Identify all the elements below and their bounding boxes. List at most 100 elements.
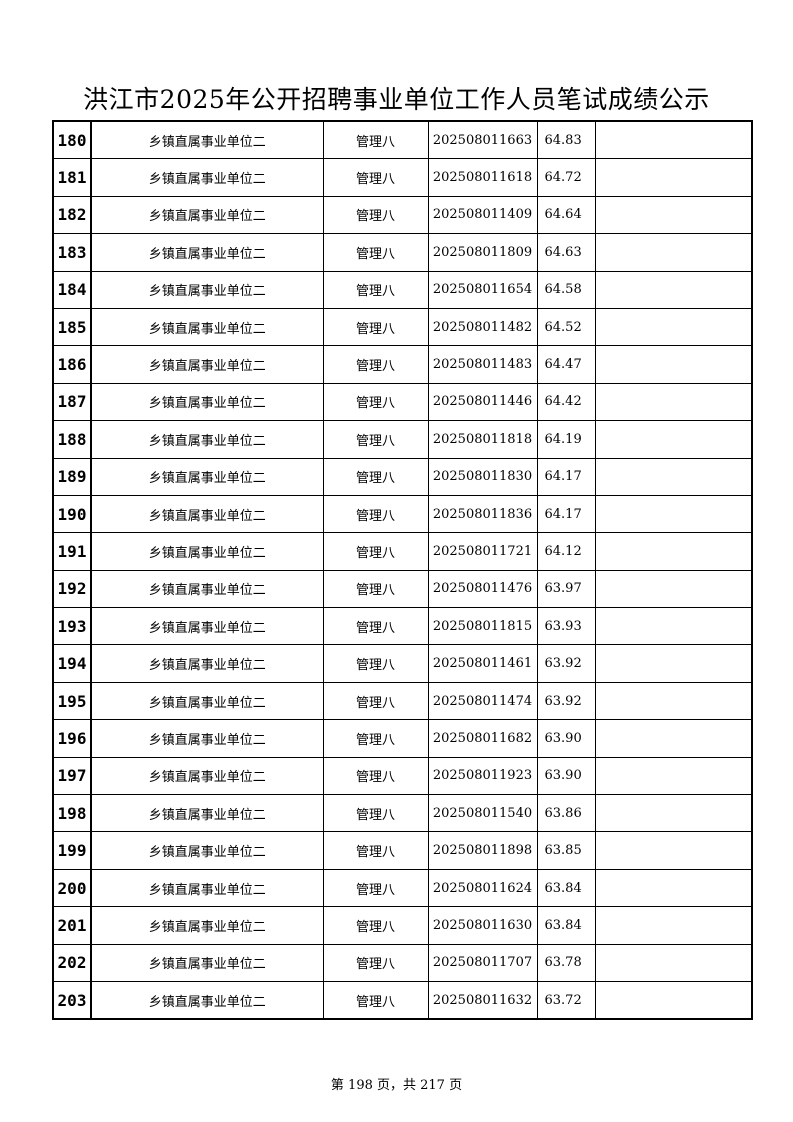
ticket-number: 202508011721 [427, 532, 538, 571]
remark [594, 233, 753, 272]
table-row: 197 乡镇直属事业单位二 管理八 202508011923 63.90 [52, 756, 753, 796]
row-number: 195 [52, 681, 92, 721]
position-name: 管理八 [322, 906, 429, 945]
written-score: 64.72 [536, 158, 596, 197]
unit-name: 乡镇直属事业单位二 [90, 532, 324, 571]
position-name: 管理八 [322, 382, 429, 422]
table-row: 182 乡镇直属事业单位二 管理八 202508011409 64.64 [52, 195, 753, 235]
position-name: 管理八 [322, 868, 429, 908]
written-score: 63.78 [536, 943, 596, 982]
written-score: 64.19 [536, 420, 596, 459]
written-score: 64.17 [536, 494, 596, 534]
unit-name: 乡镇直属事业单位二 [90, 569, 324, 609]
unit-name: 乡镇直属事业单位二 [90, 943, 324, 982]
position-name: 管理八 [322, 831, 429, 870]
unit-name: 乡镇直属事业单位二 [90, 831, 324, 870]
written-score: 64.12 [536, 532, 596, 571]
ticket-number: 202508011818 [427, 420, 538, 459]
table-row: 186 乡镇直属事业单位二 管理八 202508011483 64.47 [52, 345, 753, 384]
unit-name: 乡镇直属事业单位二 [90, 345, 324, 384]
unit-name: 乡镇直属事业单位二 [90, 494, 324, 534]
position-name: 管理八 [322, 270, 429, 309]
written-score: 63.86 [536, 794, 596, 833]
unit-name: 乡镇直属事业单位二 [90, 868, 324, 908]
remark [594, 345, 753, 384]
row-number: 190 [52, 494, 92, 534]
table-row: 188 乡镇直属事业单位二 管理八 202508011818 64.19 [52, 420, 753, 459]
position-name: 管理八 [322, 120, 429, 160]
ticket-number: 202508011409 [427, 195, 538, 235]
ticket-number: 202508011624 [427, 868, 538, 908]
table-row: 190 乡镇直属事业单位二 管理八 202508011836 64.17 [52, 494, 753, 534]
unit-name: 乡镇直属事业单位二 [90, 120, 324, 160]
row-number: 180 [52, 120, 92, 160]
position-name: 管理八 [322, 195, 429, 235]
table-row: 196 乡镇直属事业单位二 管理八 202508011682 63.90 [52, 719, 753, 758]
table-row: 181 乡镇直属事业单位二 管理八 202508011618 64.72 [52, 158, 753, 197]
written-score: 63.97 [536, 569, 596, 609]
row-number: 202 [52, 943, 92, 982]
table-row: 201 乡镇直属事业单位二 管理八 202508011630 63.84 [52, 906, 753, 945]
written-score: 63.90 [536, 719, 596, 758]
unit-name: 乡镇直属事业单位二 [90, 195, 324, 235]
table-row: 193 乡镇直属事业单位二 管理八 202508011815 63.93 [52, 607, 753, 646]
row-number: 186 [52, 345, 92, 384]
row-number: 184 [52, 270, 92, 309]
position-name: 管理八 [322, 681, 429, 721]
position-name: 管理八 [322, 532, 429, 571]
remark [594, 457, 753, 496]
row-number: 201 [52, 906, 92, 945]
ticket-number: 202508011682 [427, 719, 538, 758]
row-number: 189 [52, 457, 92, 496]
table-row: 200 乡镇直属事业单位二 管理八 202508011624 63.84 [52, 868, 753, 908]
remark [594, 307, 753, 347]
remark [594, 943, 753, 982]
remark [594, 681, 753, 721]
row-number: 198 [52, 794, 92, 833]
written-score: 64.42 [536, 382, 596, 422]
remark [594, 906, 753, 945]
ticket-number: 202508011632 [427, 980, 538, 1020]
position-name: 管理八 [322, 644, 429, 683]
row-number: 193 [52, 607, 92, 646]
written-score: 63.72 [536, 980, 596, 1020]
remark [594, 569, 753, 609]
ticket-number: 202508011483 [427, 345, 538, 384]
unit-name: 乡镇直属事业单位二 [90, 906, 324, 945]
row-number: 197 [52, 756, 92, 796]
remark [594, 532, 753, 571]
written-score: 64.47 [536, 345, 596, 384]
unit-name: 乡镇直属事业单位二 [90, 681, 324, 721]
table-row: 191 乡镇直属事业单位二 管理八 202508011721 64.12 [52, 532, 753, 571]
ticket-number: 202508011476 [427, 569, 538, 609]
written-score: 63.90 [536, 756, 596, 796]
position-name: 管理八 [322, 719, 429, 758]
written-score: 64.58 [536, 270, 596, 309]
remark [594, 980, 753, 1020]
ticket-number: 202508011898 [427, 831, 538, 870]
position-name: 管理八 [322, 457, 429, 496]
remark [594, 270, 753, 309]
written-score: 63.92 [536, 644, 596, 683]
ticket-number: 202508011540 [427, 794, 538, 833]
unit-name: 乡镇直属事业单位二 [90, 980, 324, 1020]
remark [594, 607, 753, 646]
remark [594, 494, 753, 534]
position-name: 管理八 [322, 158, 429, 197]
page-footer: 第 198 页，共 217 页 [330, 1078, 463, 1093]
unit-name: 乡镇直属事业单位二 [90, 158, 324, 197]
table-row: 203 乡镇直属事业单位二 管理八 202508011632 63.72 [52, 980, 753, 1020]
row-number: 183 [52, 233, 92, 272]
row-number: 194 [52, 644, 92, 683]
row-number: 181 [52, 158, 92, 197]
remark [594, 794, 753, 833]
ticket-number: 202508011830 [427, 457, 538, 496]
unit-name: 乡镇直属事业单位二 [90, 233, 324, 272]
table-row: 195 乡镇直属事业单位二 管理八 202508011474 63.92 [52, 681, 753, 721]
row-number: 203 [52, 980, 92, 1020]
ticket-number: 202508011923 [427, 756, 538, 796]
position-name: 管理八 [322, 756, 429, 796]
position-name: 管理八 [322, 943, 429, 982]
written-score: 63.93 [536, 607, 596, 646]
position-name: 管理八 [322, 980, 429, 1020]
